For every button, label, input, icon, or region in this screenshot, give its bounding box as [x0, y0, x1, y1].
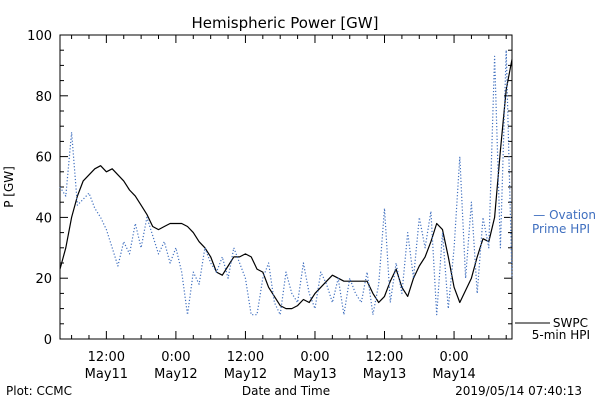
- x-tick-label-date: May11: [85, 367, 128, 382]
- x-tick-label-date: May12: [224, 367, 267, 382]
- x-tick-label-date: May13: [363, 367, 406, 382]
- legend-swpc-line1: SWPC: [553, 316, 588, 330]
- plot-credit: Plot: CCMC: [6, 384, 72, 398]
- chart-title: Hemispheric Power [GW]: [192, 14, 379, 32]
- legend-swpc-line2: 5-min HPI: [532, 328, 590, 342]
- x-tick-label-time: 12:00: [227, 350, 264, 365]
- y-tick-label: 0: [44, 333, 52, 348]
- series-line-ovation: [59, 49, 513, 316]
- y-tick-label: 40: [35, 211, 52, 226]
- y-axis: 0 20 40 60 80 100: [27, 29, 512, 348]
- x-tick-label-time: 12:00: [366, 350, 403, 365]
- x-tick-label-time: 0:00: [161, 350, 190, 365]
- x-tick-label-date: May13: [293, 367, 336, 382]
- plot-timestamp: 2019/05/14 07:40:13: [455, 384, 582, 398]
- x-tick-label-date: May14: [432, 367, 475, 382]
- x-tick-label-time: 0:00: [439, 350, 468, 365]
- series-layer: [59, 49, 513, 316]
- x-tick-label-time: 12:00: [88, 350, 125, 365]
- y-axis-label: P [GW]: [2, 166, 16, 208]
- y-tick-label: 60: [35, 151, 52, 166]
- y-tick-label: 100: [27, 29, 52, 44]
- x-tick-label-date: May12: [154, 367, 197, 382]
- series-line-swpc: [59, 59, 513, 310]
- x-axis: 12:00 May11 0:00 May12 12:00 May12 0:00 May13 12…: [71, 35, 507, 382]
- legend-ovation-line1: — Ovation: [533, 208, 596, 222]
- legend: — Ovation Prime HPI SWPC 5-min HPI: [515, 208, 596, 342]
- legend-ovation-line2: Prime HPI: [532, 222, 590, 236]
- x-tick-label-time: 0:00: [300, 350, 329, 365]
- x-axis-label: Date and Time: [242, 384, 330, 398]
- y-tick-label: 20: [35, 272, 52, 287]
- y-tick-label: 80: [35, 90, 52, 105]
